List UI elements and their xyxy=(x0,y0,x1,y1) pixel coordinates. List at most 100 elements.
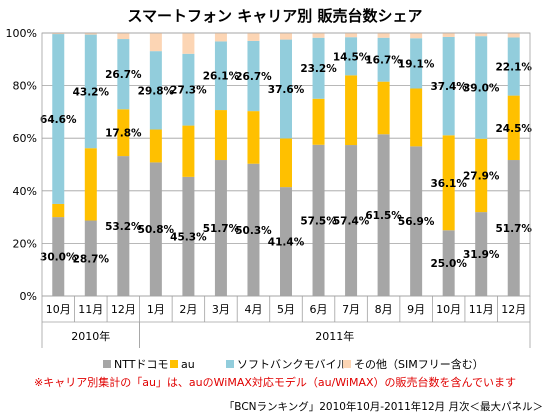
bar-segment xyxy=(149,129,162,163)
y-tick-label: 0% xyxy=(20,290,37,303)
bar-segment xyxy=(345,75,358,146)
data-label: 64.6% xyxy=(40,114,77,126)
data-label: 31.9% xyxy=(463,249,500,261)
data-label: 16.7% xyxy=(365,55,402,67)
x-tick-label: 10月 xyxy=(436,303,461,316)
bar-segment xyxy=(345,145,358,296)
bar-segment xyxy=(442,230,455,296)
bar-segment xyxy=(442,36,455,136)
bar-segment xyxy=(507,160,520,296)
x-tick-label: 6月 xyxy=(310,303,328,316)
year-label: 2011年 xyxy=(315,329,354,343)
legend-swatch xyxy=(226,360,234,368)
bar-segment xyxy=(84,34,97,149)
data-label: 51.7% xyxy=(496,223,533,235)
bar-segment xyxy=(84,148,97,221)
data-label: 24.5% xyxy=(496,123,533,135)
data-label: 37.4% xyxy=(430,81,467,93)
data-label: 17.8% xyxy=(105,128,142,140)
bar-segment xyxy=(312,33,325,38)
bar-segment xyxy=(52,34,65,204)
bar-segment xyxy=(280,33,292,40)
data-label: 50.3% xyxy=(235,225,272,237)
bar-segment xyxy=(410,38,423,89)
bar-segment xyxy=(182,176,195,296)
bar-segment xyxy=(247,163,260,296)
x-tick-label: 4月 xyxy=(244,303,262,316)
data-label: 27.9% xyxy=(463,170,500,182)
data-label: 53.2% xyxy=(105,221,142,233)
bar-segment xyxy=(410,88,423,147)
footnote: ※キャリア別集計の「au」は、auのWiMAX対応モデル（au/WiMAX）の販… xyxy=(34,375,516,389)
bar-segment xyxy=(377,134,390,296)
x-tick-label: 1月 xyxy=(147,303,165,316)
bar-segment xyxy=(377,33,390,38)
data-label: 51.7% xyxy=(203,223,240,235)
bar-segment xyxy=(84,220,97,296)
bar-segment xyxy=(214,41,227,111)
bar-segment xyxy=(117,33,130,40)
data-labels: 30.0% 64.6% 28.7% 43.2% 53.2% 17.8% 26.7% 50.8%… xyxy=(40,51,532,270)
legend-swatch xyxy=(343,360,351,368)
y-tick-label: 40% xyxy=(13,185,37,198)
legend-label: ソフトバンクモバイル xyxy=(237,358,348,371)
data-label: 28.7% xyxy=(73,253,110,265)
data-label: 61.5% xyxy=(365,210,402,222)
bars xyxy=(52,33,520,296)
bar-segment xyxy=(475,33,488,37)
bar-segment xyxy=(280,138,292,188)
data-label: 45.3% xyxy=(170,231,207,243)
bar-segment xyxy=(475,36,488,139)
bar-segment xyxy=(149,33,162,52)
bar-segment xyxy=(475,138,488,213)
x-tick-label: 12月 xyxy=(501,303,526,316)
bar-segment xyxy=(280,187,292,296)
bar-segment xyxy=(247,33,260,41)
data-label: 36.1% xyxy=(430,178,467,190)
data-label: 26.7% xyxy=(105,69,142,81)
x-tick-label: 8月 xyxy=(375,303,393,316)
data-label: 26.7% xyxy=(235,71,272,83)
data-label: 57.4% xyxy=(333,216,370,228)
x-tick-label: 11月 xyxy=(78,303,103,316)
bar-segment xyxy=(117,156,130,296)
data-label: 22.1% xyxy=(496,62,533,74)
x-tick-label: 12月 xyxy=(111,303,136,316)
x-tick-label: 5月 xyxy=(277,303,295,316)
bar-segment xyxy=(377,81,390,135)
data-label: 37.6% xyxy=(268,84,305,96)
data-label: 30.0% xyxy=(40,252,77,264)
bar-segment xyxy=(442,33,455,37)
bar-segment xyxy=(52,203,65,218)
bar-segment xyxy=(117,109,130,157)
data-label: 56.9% xyxy=(398,216,435,228)
data-label: 14.5% xyxy=(333,51,370,63)
bar-segment xyxy=(182,125,195,177)
plot-area xyxy=(41,32,531,297)
bar-segment xyxy=(214,33,227,42)
y-tick-label: 20% xyxy=(13,237,37,250)
bar-segment xyxy=(475,212,488,296)
x-tick-label: 11月 xyxy=(469,303,494,316)
axes: 0% 20% 40% 60% 80% 100% 10月 11月 12月 1月 2月 3月 4月 5月 6月 7… xyxy=(6,27,531,348)
data-label: 50.8% xyxy=(138,224,175,236)
x-tick-label: 9月 xyxy=(407,303,425,316)
legend-label: その他（SIMフリー含む） xyxy=(354,357,484,371)
data-label: 41.4% xyxy=(268,237,305,249)
x-tick-label: 3月 xyxy=(212,303,230,316)
bar-segment xyxy=(214,110,227,161)
bar-segment xyxy=(507,95,520,161)
data-label: 57.5% xyxy=(300,215,337,227)
bar-segment xyxy=(507,33,520,38)
data-label: 39.0% xyxy=(463,82,500,94)
bar-segment xyxy=(149,162,162,296)
bar-segment xyxy=(182,53,195,126)
legend-label: NTTドコモ xyxy=(114,358,168,371)
bar-segment xyxy=(345,33,358,38)
bar-segment xyxy=(84,33,97,35)
source-credit: 「BCNランキング」2010年10月-2011年12月 月次＜最大パネル＞ xyxy=(224,400,543,413)
bar-segment xyxy=(312,98,325,145)
x-tick-label: 7月 xyxy=(342,303,360,316)
bar-segment xyxy=(182,33,195,54)
